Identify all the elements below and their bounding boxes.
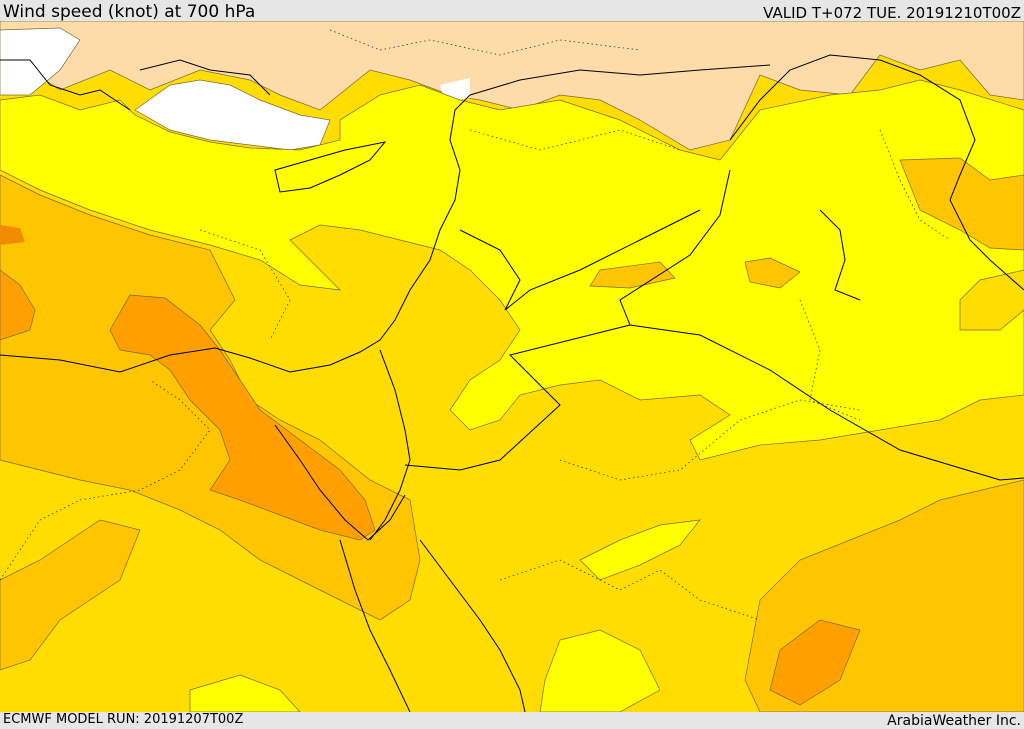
iraq-provinces <box>799 299 861 421</box>
turkey-syria-border <box>469 64 771 96</box>
low-wind-patch-south-2 <box>539 629 661 712</box>
credit-label: ArabiaWeather Inc. <box>887 713 1021 729</box>
low-wind-patch-south <box>579 519 701 581</box>
aegean-coast <box>0 59 131 111</box>
gulf-of-suez-coast <box>274 424 406 541</box>
syria-provinces <box>469 129 681 151</box>
iraq-iran-border <box>729 54 1024 291</box>
moderate-wind-patch-1 <box>589 261 676 289</box>
footer-bar: ECMWF MODEL RUN: 20191207T00Z ArabiaWeat… <box>0 712 1024 729</box>
cyprus-outline <box>274 141 387 193</box>
calm-patch-west <box>0 27 81 96</box>
moderate-wind-patch-2 <box>744 257 801 289</box>
map-canvas <box>0 21 1024 712</box>
model-run-label: ECMWF MODEL RUN: 20191207T00Z <box>3 712 244 727</box>
strong-wind-west-edge <box>0 269 36 341</box>
syria-border <box>459 209 701 311</box>
moderate-wind-ne <box>899 157 1024 251</box>
coastline-levant <box>0 94 471 373</box>
jordan-border <box>404 169 731 471</box>
strong-wind-se <box>769 619 861 706</box>
borders-layer <box>0 54 1024 712</box>
turkey-provinces <box>329 29 641 56</box>
low-wind-region <box>0 79 1024 461</box>
egypt-israel-border <box>369 349 411 541</box>
internal-boundaries <box>0 29 951 621</box>
iraq-saudi-border <box>629 324 1024 481</box>
strong-wind-spot <box>0 225 25 245</box>
header-bar: Wind speed (knot) at 700 hPa VALID T+072… <box>0 0 1024 22</box>
map-title: Wind speed (knot) at 700 hPa <box>3 2 256 22</box>
moderate-wind-sw <box>0 519 141 671</box>
anatolia-south-coast <box>139 59 271 96</box>
valid-time-label: VALID T+072 TUE. 20191210T00Z <box>763 4 1021 22</box>
red-sea-west-coast <box>339 539 411 712</box>
strong-wind-core <box>109 294 376 541</box>
calm-patch <box>134 79 331 151</box>
low-wind-patch-sw <box>189 674 301 712</box>
red-sea-coast <box>419 539 526 712</box>
tigris-line <box>819 209 861 301</box>
wind-speed-map <box>0 21 1024 712</box>
med-dotted <box>199 229 291 341</box>
light-wind-band <box>0 21 1024 151</box>
saudi-regions-north <box>559 399 861 481</box>
